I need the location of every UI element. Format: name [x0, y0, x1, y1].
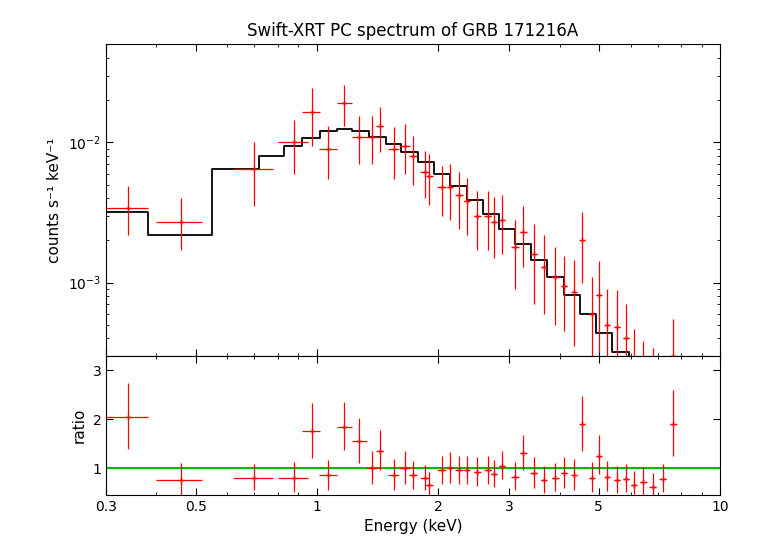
- Y-axis label: counts s⁻¹ keV⁻¹: counts s⁻¹ keV⁻¹: [48, 137, 62, 263]
- Title: Swift-XRT PC spectrum of GRB 171216A: Swift-XRT PC spectrum of GRB 171216A: [247, 22, 579, 40]
- X-axis label: Energy (keV): Energy (keV): [364, 519, 462, 534]
- Y-axis label: ratio: ratio: [72, 408, 87, 443]
